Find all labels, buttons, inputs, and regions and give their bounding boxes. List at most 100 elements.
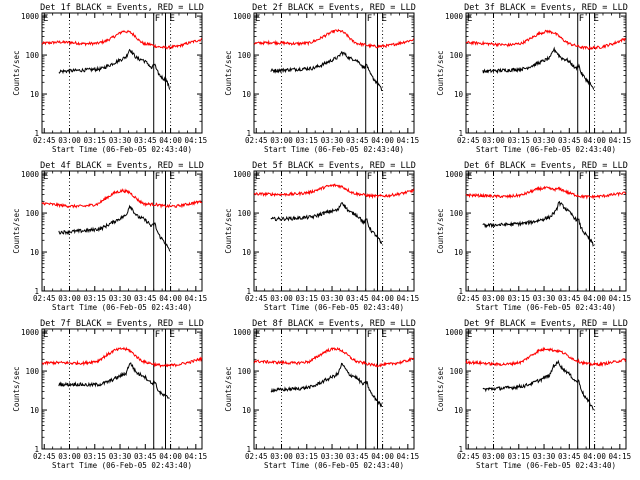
- x-tick-label: 03:15: [295, 136, 318, 145]
- plot-frame: [41, 12, 203, 134]
- plot-frame: [253, 12, 415, 134]
- events-series-line: [58, 204, 171, 252]
- x-tick-label: 03:00: [58, 136, 81, 145]
- panel-det-1: Det 1f BLACK = Events, RED = LLD 1 10 100 10…: [12, 3, 207, 154]
- x-tick-label: 02:45: [245, 136, 268, 145]
- x-tick-label: 03:00: [270, 294, 293, 303]
- x-tick-label: 03:30: [533, 136, 556, 145]
- y-tick-label: 1: [246, 287, 251, 296]
- y-tick-label: 1000: [445, 170, 464, 179]
- x-tick-label: 03:15: [507, 136, 530, 145]
- x-axis-label: Start Time (06-Feb-05 02:43:40): [476, 145, 616, 154]
- lld-series-line: [253, 28, 415, 49]
- y-tick-label: 1: [246, 129, 251, 138]
- y-tick-label: 1000: [445, 12, 464, 21]
- segment-marker-e: E: [594, 14, 599, 24]
- y-tick-label: 10: [242, 248, 252, 257]
- x-tick-label: 03:15: [507, 452, 530, 461]
- x-tick-label: 04:15: [185, 294, 208, 303]
- x-tick-label: 03:30: [321, 452, 344, 461]
- plot-frame: [465, 170, 627, 292]
- y-tick-label: 1000: [445, 328, 464, 337]
- panel-title: Det 6f BLACK = Events, RED = LLD: [464, 161, 628, 171]
- y-tick-label: 100: [25, 367, 39, 376]
- segment-marker-e: E: [382, 172, 387, 182]
- panel-det-6: Det 6f BLACK = Events, RED = LLD 1 10 100 10…: [436, 161, 631, 312]
- x-axis-label: Start Time (06-Feb-05 02:43:40): [476, 461, 616, 470]
- x-tick-label: 03:00: [270, 136, 293, 145]
- y-tick-label: 100: [449, 209, 463, 218]
- panel-title: Det 7f BLACK = Events, RED = LLD: [40, 319, 204, 329]
- x-axis-label: Start Time (06-Feb-05 02:43:40): [52, 303, 192, 312]
- segment-marker-e: E: [170, 330, 175, 340]
- panel-title: Det 2f BLACK = Events, RED = LLD: [252, 3, 416, 13]
- lld-series-line: [41, 346, 203, 368]
- x-tick-label: 03:00: [58, 452, 81, 461]
- x-tick-label: 03:45: [558, 452, 581, 461]
- y-tick-label: 10: [242, 406, 252, 415]
- x-tick-label: 02:45: [33, 452, 56, 461]
- y-tick-label: 1: [458, 129, 463, 138]
- events-series-line: [482, 200, 595, 247]
- x-tick-label: 03:45: [346, 136, 369, 145]
- x-tick-label: 04:00: [583, 452, 606, 461]
- x-tick-label: 03:45: [134, 294, 157, 303]
- segment-marker-e: E: [170, 14, 175, 24]
- x-tick-label: 03:30: [109, 136, 132, 145]
- panel-det-9: Det 9f BLACK = Events, RED = LLD 1 10 100 10…: [436, 319, 631, 470]
- segment-marker-f: F: [367, 330, 372, 340]
- segment-marker-f: F: [155, 330, 160, 340]
- x-tick-label: 04:00: [371, 452, 394, 461]
- y-tick-label: 1000: [21, 170, 40, 179]
- plot-frame: [465, 328, 627, 450]
- y-tick-label: 1: [34, 445, 39, 454]
- segment-marker-e: E: [43, 14, 48, 24]
- x-tick-label: 03:15: [83, 294, 106, 303]
- y-tick-label: 10: [30, 406, 40, 415]
- panel-title: Det 1f BLACK = Events, RED = LLD: [40, 3, 204, 13]
- x-tick-label: 03:45: [346, 294, 369, 303]
- plot-frame: [41, 170, 203, 292]
- x-tick-label: 03:30: [109, 294, 132, 303]
- segment-marker-e: E: [170, 172, 175, 182]
- events-series-line: [482, 359, 595, 411]
- x-tick-label: 03:00: [482, 136, 505, 145]
- panel-title: Det 4f BLACK = Events, RED = LLD: [40, 161, 204, 171]
- x-tick-label: 03:15: [507, 294, 530, 303]
- x-tick-label: 02:45: [457, 136, 480, 145]
- y-tick-label: 100: [449, 51, 463, 60]
- x-tick-label: 03:45: [346, 452, 369, 461]
- plot-frame: [41, 328, 203, 450]
- y-tick-label: 10: [242, 90, 252, 99]
- plot-frame: [253, 170, 415, 292]
- segment-marker-e: E: [467, 172, 472, 182]
- y-tick-label: 1000: [21, 12, 40, 21]
- x-tick-label: 03:45: [558, 294, 581, 303]
- y-axis-label: Counts/sec: [12, 366, 21, 411]
- y-axis-label: Counts/sec: [12, 50, 21, 95]
- lld-series-line: [41, 188, 203, 209]
- segment-marker-f: F: [579, 14, 584, 24]
- x-tick-label: 02:45: [245, 294, 268, 303]
- y-tick-label: 10: [30, 248, 40, 257]
- x-tick-label: 02:45: [33, 136, 56, 145]
- events-series-line: [58, 48, 171, 90]
- x-tick-label: 04:00: [583, 294, 606, 303]
- segment-marker-e: E: [255, 330, 260, 340]
- y-axis-label: Counts/sec: [224, 208, 233, 253]
- x-tick-label: 04:15: [185, 452, 208, 461]
- lld-series-line: [465, 185, 627, 200]
- y-tick-label: 10: [30, 90, 40, 99]
- segment-marker-e: E: [255, 172, 260, 182]
- y-axis-label: Counts/sec: [224, 50, 233, 95]
- events-series-line: [482, 46, 595, 90]
- events-series-line: [270, 362, 383, 408]
- x-tick-label: 03:00: [58, 294, 81, 303]
- y-tick-label: 100: [237, 51, 251, 60]
- segment-marker-e: E: [467, 330, 472, 340]
- x-tick-label: 03:45: [134, 452, 157, 461]
- panel-det-2: Det 2f BLACK = Events, RED = LLD 1 10 100 10…: [224, 3, 419, 154]
- segment-marker-e: E: [467, 14, 472, 24]
- events-series-line: [270, 51, 383, 91]
- segment-marker-e: E: [594, 172, 599, 182]
